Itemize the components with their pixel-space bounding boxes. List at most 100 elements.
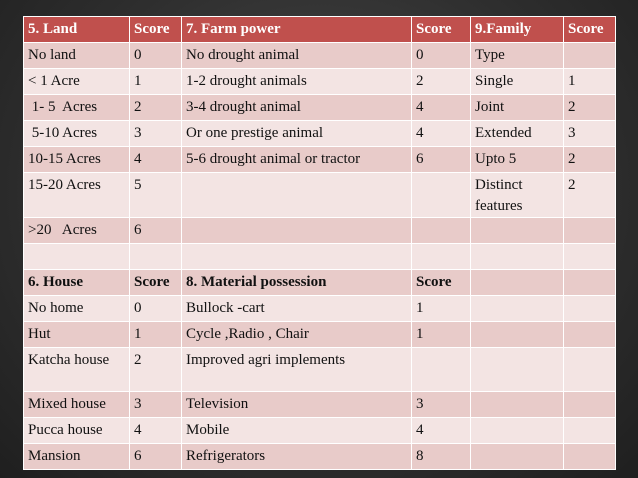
- subheader-cell: [563, 269, 616, 296]
- table-cell: Mobile: [181, 417, 412, 444]
- table-cell: 6: [129, 217, 182, 244]
- table-cell: 0: [129, 295, 182, 322]
- score-table: 5. Land Score 7. Farm power Score 9.Fami…: [23, 16, 616, 470]
- table-cell: 10-15 Acres: [23, 146, 130, 173]
- table-cell: 1: [411, 295, 471, 322]
- table-cell: [470, 243, 564, 270]
- table-cell: Joint: [470, 94, 564, 121]
- table-cell: 1: [129, 68, 182, 95]
- table-row: [23, 243, 616, 270]
- table-cell: [563, 391, 616, 418]
- table-cell: Refrigerators: [181, 443, 412, 470]
- table-cell: [563, 417, 616, 444]
- subheader-cell: [470, 269, 564, 296]
- table-cell: 3: [563, 120, 616, 147]
- table-cell: 5: [129, 172, 182, 218]
- table-cell: 2: [563, 146, 616, 173]
- table-cell: 3: [411, 391, 471, 418]
- table-cell: [470, 347, 564, 392]
- table-cell: 1: [411, 321, 471, 348]
- table-cell: [563, 243, 616, 270]
- table-cell: 4: [411, 417, 471, 444]
- table-cell: [563, 443, 616, 470]
- table-cell: [181, 172, 412, 218]
- table-cell: [470, 443, 564, 470]
- table-cell: Hut: [23, 321, 130, 348]
- table-cell: 1- 5 Acres: [23, 94, 130, 121]
- table-cell: [470, 295, 564, 322]
- table-cell: 3-4 drought animal: [181, 94, 412, 121]
- header-cell: 9.Family: [470, 16, 564, 43]
- table-row: Pucca house 4 Mobile 4: [23, 417, 616, 444]
- table-cell: 2: [411, 68, 471, 95]
- table-cell: 4: [411, 120, 471, 147]
- table-cell: Mansion: [23, 443, 130, 470]
- table-cell: Mixed house: [23, 391, 130, 418]
- table-cell: 6: [411, 146, 471, 173]
- table-cell: < 1 Acre: [23, 68, 130, 95]
- table-cell: [470, 321, 564, 348]
- table-cell: [129, 243, 182, 270]
- table-cell: 1-2 drought animals: [181, 68, 412, 95]
- table-cell: No home: [23, 295, 130, 322]
- table-cell: 15-20 Acres: [23, 172, 130, 218]
- table-cell: >20 Acres: [23, 217, 130, 244]
- table-header-row: 5. Land Score 7. Farm power Score 9.Fami…: [23, 16, 616, 43]
- table-cell: No land: [23, 42, 130, 69]
- table-cell: 1: [563, 68, 616, 95]
- table-cell: [411, 172, 471, 218]
- table-cell: 2: [563, 172, 616, 218]
- table-cell: [563, 42, 616, 69]
- table-cell: No drought animal: [181, 42, 412, 69]
- header-cell: Score: [411, 16, 471, 43]
- table-row: Mansion 6 Refrigerators 8: [23, 443, 616, 470]
- table-cell: 0: [411, 42, 471, 69]
- table-cell: [181, 217, 412, 244]
- table-cell: Pucca house: [23, 417, 130, 444]
- table-row: < 1 Acre 1 1-2 drought animals 2 Single …: [23, 68, 616, 95]
- subheader-cell: Score: [129, 269, 182, 296]
- table-cell: [563, 217, 616, 244]
- table-row: No land 0 No drought animal 0 Type: [23, 42, 616, 69]
- table-cell: [470, 217, 564, 244]
- table-cell: Or one prestige animal: [181, 120, 412, 147]
- header-cell: Score: [563, 16, 616, 43]
- table-row: Hut 1 Cycle ,Radio , Chair 1: [23, 321, 616, 348]
- table-cell: [563, 295, 616, 322]
- table-cell: [563, 347, 616, 392]
- table-cell: 0: [129, 42, 182, 69]
- table-cell: 2: [129, 347, 182, 392]
- header-cell: 5. Land: [23, 16, 130, 43]
- table-cell: 4: [411, 94, 471, 121]
- table-row: >20 Acres 6: [23, 217, 616, 244]
- table-row: Mixed house 3 Television 3: [23, 391, 616, 418]
- table-cell: Katcha house: [23, 347, 130, 392]
- table-cell: 5-10 Acres: [23, 120, 130, 147]
- table-cell: 5-6 drought animal or tractor: [181, 146, 412, 173]
- header-cell: Score: [129, 16, 182, 43]
- table-row: 1- 5 Acres 2 3-4 drought animal 4 Joint …: [23, 94, 616, 121]
- table-cell: [563, 321, 616, 348]
- table-cell: 3: [129, 120, 182, 147]
- header-cell: 7. Farm power: [181, 16, 412, 43]
- table-subheader-row: 6. House Score 8. Material possession Sc…: [23, 269, 616, 296]
- table-row: 15-20 Acres 5 Distinct features 2: [23, 172, 616, 218]
- table-cell: Bullock -cart: [181, 295, 412, 322]
- table-cell: [23, 243, 130, 270]
- table-cell: [411, 243, 471, 270]
- table-cell: [470, 417, 564, 444]
- table-cell: [411, 217, 471, 244]
- subheader-cell: 6. House: [23, 269, 130, 296]
- table-cell: Type: [470, 42, 564, 69]
- table-cell: 1: [129, 321, 182, 348]
- table-cell: 2: [129, 94, 182, 121]
- table-cell: 4: [129, 417, 182, 444]
- table-row: 5-10 Acres 3 Or one prestige animal 4 Ex…: [23, 120, 616, 147]
- table-row: Katcha house 2 Improved agri implements: [23, 347, 616, 392]
- table-row: No home 0 Bullock -cart 1: [23, 295, 616, 322]
- subheader-cell: 8. Material possession: [181, 269, 412, 296]
- table-cell: [411, 347, 471, 392]
- table-cell: 8: [411, 443, 471, 470]
- table-cell: 4: [129, 146, 182, 173]
- table-cell: Television: [181, 391, 412, 418]
